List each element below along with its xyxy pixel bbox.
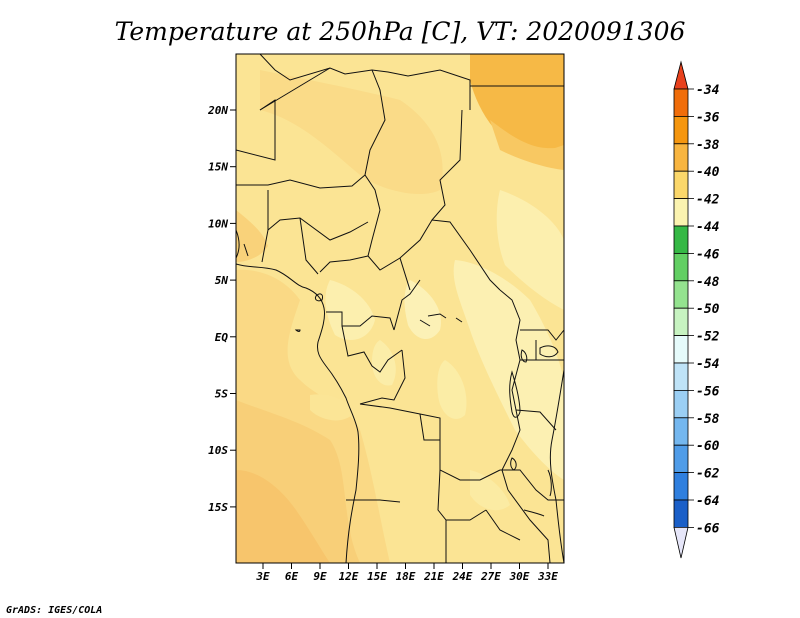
colorbar-level-label: -44 xyxy=(696,220,720,235)
colorbar-level-label: -48 xyxy=(696,275,720,290)
colorbar-swatch xyxy=(673,417,689,446)
lon-tick-label: 24E xyxy=(452,570,473,583)
lon-tick-label: 33E xyxy=(537,570,558,583)
colorbar-level-label: -34 xyxy=(696,83,720,98)
colorbar-level-label: -62 xyxy=(696,467,720,482)
lat-tick-label: 10N xyxy=(208,217,228,230)
colorbar-level-label: -60 xyxy=(696,439,720,454)
colorbar-level-label: -40 xyxy=(696,165,720,180)
colorbar-level-label: -46 xyxy=(696,247,720,262)
lat-tick-label: 15S xyxy=(208,501,228,514)
colorbar-level-label: -36 xyxy=(696,110,720,125)
colorbar-swatch xyxy=(673,499,689,528)
lat-tick-label: 10S xyxy=(208,444,228,457)
lon-tick-label: 15E xyxy=(367,570,387,583)
colorbar-swatch xyxy=(673,88,689,117)
lat-tick-label: 15N xyxy=(208,161,228,174)
colorbar-level-label: -50 xyxy=(696,302,720,317)
lon-tick-label: 3E xyxy=(255,570,270,583)
colorbar-level-label: -38 xyxy=(696,138,720,153)
colorbar-level-label: -66 xyxy=(696,521,720,536)
lon-tick-label: 9E xyxy=(313,570,327,583)
colorbar-swatch xyxy=(673,307,689,337)
lat-tick-label: 5N xyxy=(215,274,229,287)
lon-tick-label: 12E xyxy=(339,570,359,583)
colorbar-swatch xyxy=(673,198,689,227)
colorbar-swatch xyxy=(673,116,689,145)
lon-tick-label: 6E xyxy=(285,570,299,583)
map-frame xyxy=(235,53,565,564)
colorbar-top-arrow xyxy=(673,60,689,90)
colorbar-swatch xyxy=(673,143,689,172)
country-borders xyxy=(236,54,564,563)
temperature-field xyxy=(236,54,564,563)
colorbar-swatch xyxy=(673,335,689,364)
colorbar-swatch xyxy=(673,444,689,474)
colorbar-swatch xyxy=(673,170,689,199)
figure-title: Temperature at 250hPa [C], VT: 202009130… xyxy=(115,17,686,46)
colorbar-level-label: -56 xyxy=(696,384,720,399)
colorbar-swatch xyxy=(673,389,689,419)
colorbar-swatch xyxy=(673,280,689,309)
colorbar-swatch xyxy=(673,472,689,501)
footer-credit: GrADS: IGES/COLA xyxy=(6,605,102,616)
lat-tick-label: 5S xyxy=(215,388,229,401)
colorbar-level-label: -54 xyxy=(696,357,720,372)
colorbar-swatch xyxy=(673,252,689,282)
colorbar-level-label: -42 xyxy=(696,193,720,208)
lat-tick-label: EQ xyxy=(215,331,229,344)
colorbar-swatch xyxy=(673,362,689,391)
lon-tick-label: 30E xyxy=(509,570,530,583)
colorbar-level-label: -64 xyxy=(696,494,720,509)
colorbar-bottom-arrow xyxy=(673,527,689,559)
longitude-axis: 3E 6E 9E 12E 15E 18E 21E 24E 27E 30E 33E xyxy=(255,563,558,583)
colorbar-level-label: -52 xyxy=(696,330,720,345)
lon-tick-label: 27E xyxy=(480,570,501,583)
colorbar-swatch xyxy=(673,225,689,254)
lat-tick-label: 20N xyxy=(207,104,228,117)
lon-tick-label: 21E xyxy=(423,570,444,583)
colorbar: -34 -36 -38 -40 -42 -44 -46 -48 -50 -52 -54 -56 -58 -… xyxy=(673,60,720,559)
latitude-axis: 20N 15N 10N 5N EQ 5S 10S 15S xyxy=(207,104,236,514)
colorbar-level-label: -58 xyxy=(696,412,720,427)
lon-tick-label: 18E xyxy=(396,570,416,583)
